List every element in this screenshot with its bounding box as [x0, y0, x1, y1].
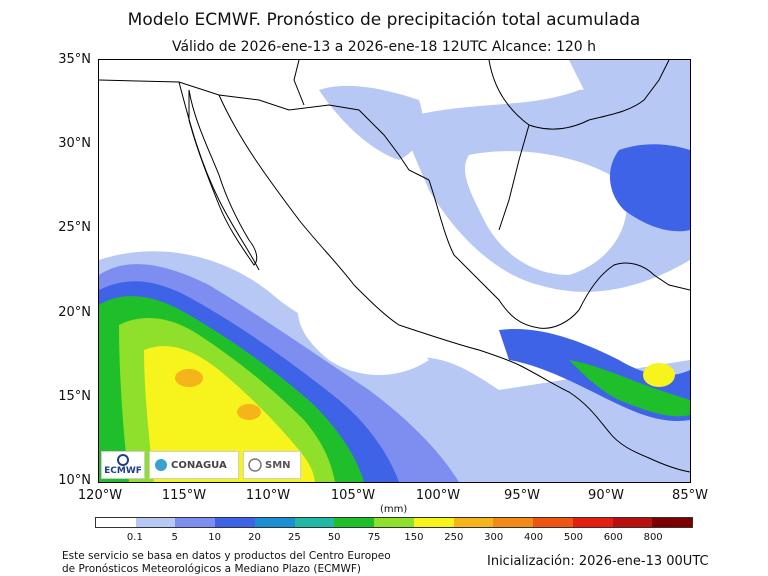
precip-band-gulf-20mm — [609, 144, 690, 232]
colorbar-swatch — [413, 518, 454, 527]
lat-label: 15°N — [58, 389, 91, 404]
pacific-dry-area — [297, 300, 429, 375]
map-canvas — [99, 60, 690, 482]
colorbar-swatch — [215, 518, 255, 527]
colorbar-label: 20 — [248, 532, 261, 543]
map-subtitle: Válido de 2026-ene-13 a 2026-ene-18 12UT… — [171, 39, 597, 55]
colorbar-label: 600 — [603, 532, 623, 543]
lon-label: 95°W — [504, 488, 540, 503]
colorbar-swatch — [493, 518, 534, 527]
colorbar-swatch — [612, 518, 653, 527]
smn-logo: SMN — [243, 451, 301, 479]
conagua-logo: CONAGUA — [149, 451, 239, 479]
colorbar-label: 500 — [563, 532, 583, 543]
colorbar-label: 300 — [484, 532, 504, 543]
lon-label: 120°W — [77, 488, 123, 503]
lat-label: 35°N — [58, 52, 91, 67]
colorbar-label: 5 — [171, 532, 178, 543]
colorbar-label: 25 — [287, 532, 301, 543]
lon-label: 110°W — [245, 488, 291, 503]
colorbar-swatch — [374, 518, 414, 527]
init-time: Inicialización: 2026-ene-13 00UTC — [487, 554, 709, 569]
colorbar-swatch — [533, 518, 573, 527]
precip-cell-250mm — [237, 404, 261, 420]
colorbar-swatch — [652, 518, 693, 527]
lat-label: 10°N — [58, 473, 91, 488]
credit-line-1: Este servicio se basa en datos y product… — [62, 550, 391, 562]
smn-logo-text: SMN — [265, 459, 291, 471]
colorbar-label: 250 — [444, 532, 464, 543]
colorbar-swatch — [96, 518, 136, 527]
conagua-emblem-icon — [155, 459, 167, 471]
precip-cell-250mm — [175, 369, 203, 387]
colorbar-unit: (mm) — [380, 504, 408, 515]
colorbar-label: 800 — [643, 532, 663, 543]
gulf-dry-area — [464, 151, 627, 275]
credit-line-2: de Pronósticos Meteorológicos a Mediano … — [62, 563, 361, 575]
conagua-logo-text: CONAGUA — [171, 459, 227, 471]
colorbar-swatch — [294, 518, 335, 527]
lat-label: 30°N — [58, 136, 91, 151]
precipitation-map[interactable] — [98, 59, 691, 483]
lon-label: 105°W — [330, 488, 376, 503]
colorbar-swatch — [175, 518, 216, 527]
precip-band-caribbean-50mm — [569, 360, 690, 417]
precipitation-colorbar — [95, 517, 693, 528]
colorbar-swatch — [334, 518, 375, 527]
colorbar-label: 150 — [404, 532, 424, 543]
colorbar-swatch — [453, 518, 494, 527]
baja-california-coast — [188, 89, 258, 266]
colorbar-swatch — [572, 518, 613, 527]
lon-label: 90°W — [588, 488, 624, 503]
lon-label: 100°W — [415, 488, 461, 503]
lon-label: 85°W — [672, 488, 708, 503]
colorbar-swatch — [135, 518, 176, 527]
ecmwf-logo: ECMWF — [101, 451, 145, 479]
ecmwf-emblem-icon — [117, 454, 129, 466]
colorbar-swatch — [254, 518, 295, 527]
colorbar-label: 10 — [208, 532, 221, 543]
country-borders — [99, 60, 690, 473]
precip-field-light-north — [319, 85, 423, 160]
logo-strip: ECMWF CONAGUA SMN — [101, 451, 301, 479]
colorbar-label: 0.1 — [126, 532, 143, 543]
credit-text: Este servicio se basa en datos y product… — [62, 550, 391, 576]
ecmwf-logo-text: ECMWF — [104, 466, 142, 476]
lat-label: 25°N — [58, 220, 91, 235]
smn-emblem-icon — [248, 458, 262, 472]
colorbar-label: 75 — [367, 532, 381, 543]
colorbar-label: 50 — [327, 532, 341, 543]
colorbar-label: 400 — [523, 532, 544, 543]
lon-label: 115°W — [161, 488, 207, 503]
precip-cell-caribbean-150mm — [643, 363, 675, 387]
lat-label: 20°N — [58, 305, 91, 320]
map-title: Modelo ECMWF. Pronóstico de precipitació… — [127, 10, 641, 30]
